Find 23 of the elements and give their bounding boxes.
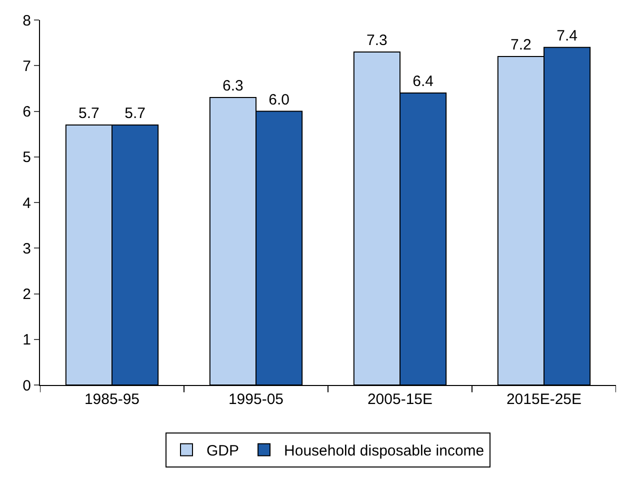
data-label: 6.0 [268, 91, 290, 108]
data-label: 7.3 [366, 32, 388, 49]
data-label: 6.4 [412, 73, 434, 90]
data-label: 5.7 [124, 104, 146, 122]
data-label: 7.4 [556, 27, 578, 44]
y-tick-label: 0 [22, 377, 31, 394]
y-tick-label: 6 [22, 104, 31, 120]
x-tick-label: 1995-05 [228, 391, 284, 408]
y-tick-label: 3 [22, 240, 31, 258]
data-label: 5.7 [78, 104, 100, 122]
y-tick-label: 1 [22, 332, 31, 349]
y-tick-label: 5 [22, 149, 31, 166]
legend-label: GDP [206, 442, 240, 460]
x-tick-label: 2005-15E [367, 391, 433, 408]
y-tick-label: 8 [22, 12, 31, 30]
legend-label: Household disposable income [284, 442, 484, 460]
y-tick-label: 7 [22, 58, 31, 75]
y-tick-label: 2 [22, 286, 31, 303]
data-label: 6.3 [222, 78, 244, 95]
x-tick-label: 1985-95 [84, 391, 140, 408]
x-tick-label: 2015E-25E [506, 391, 582, 408]
data-label: 7.2 [510, 36, 532, 54]
y-tick-label: 4 [22, 194, 31, 212]
